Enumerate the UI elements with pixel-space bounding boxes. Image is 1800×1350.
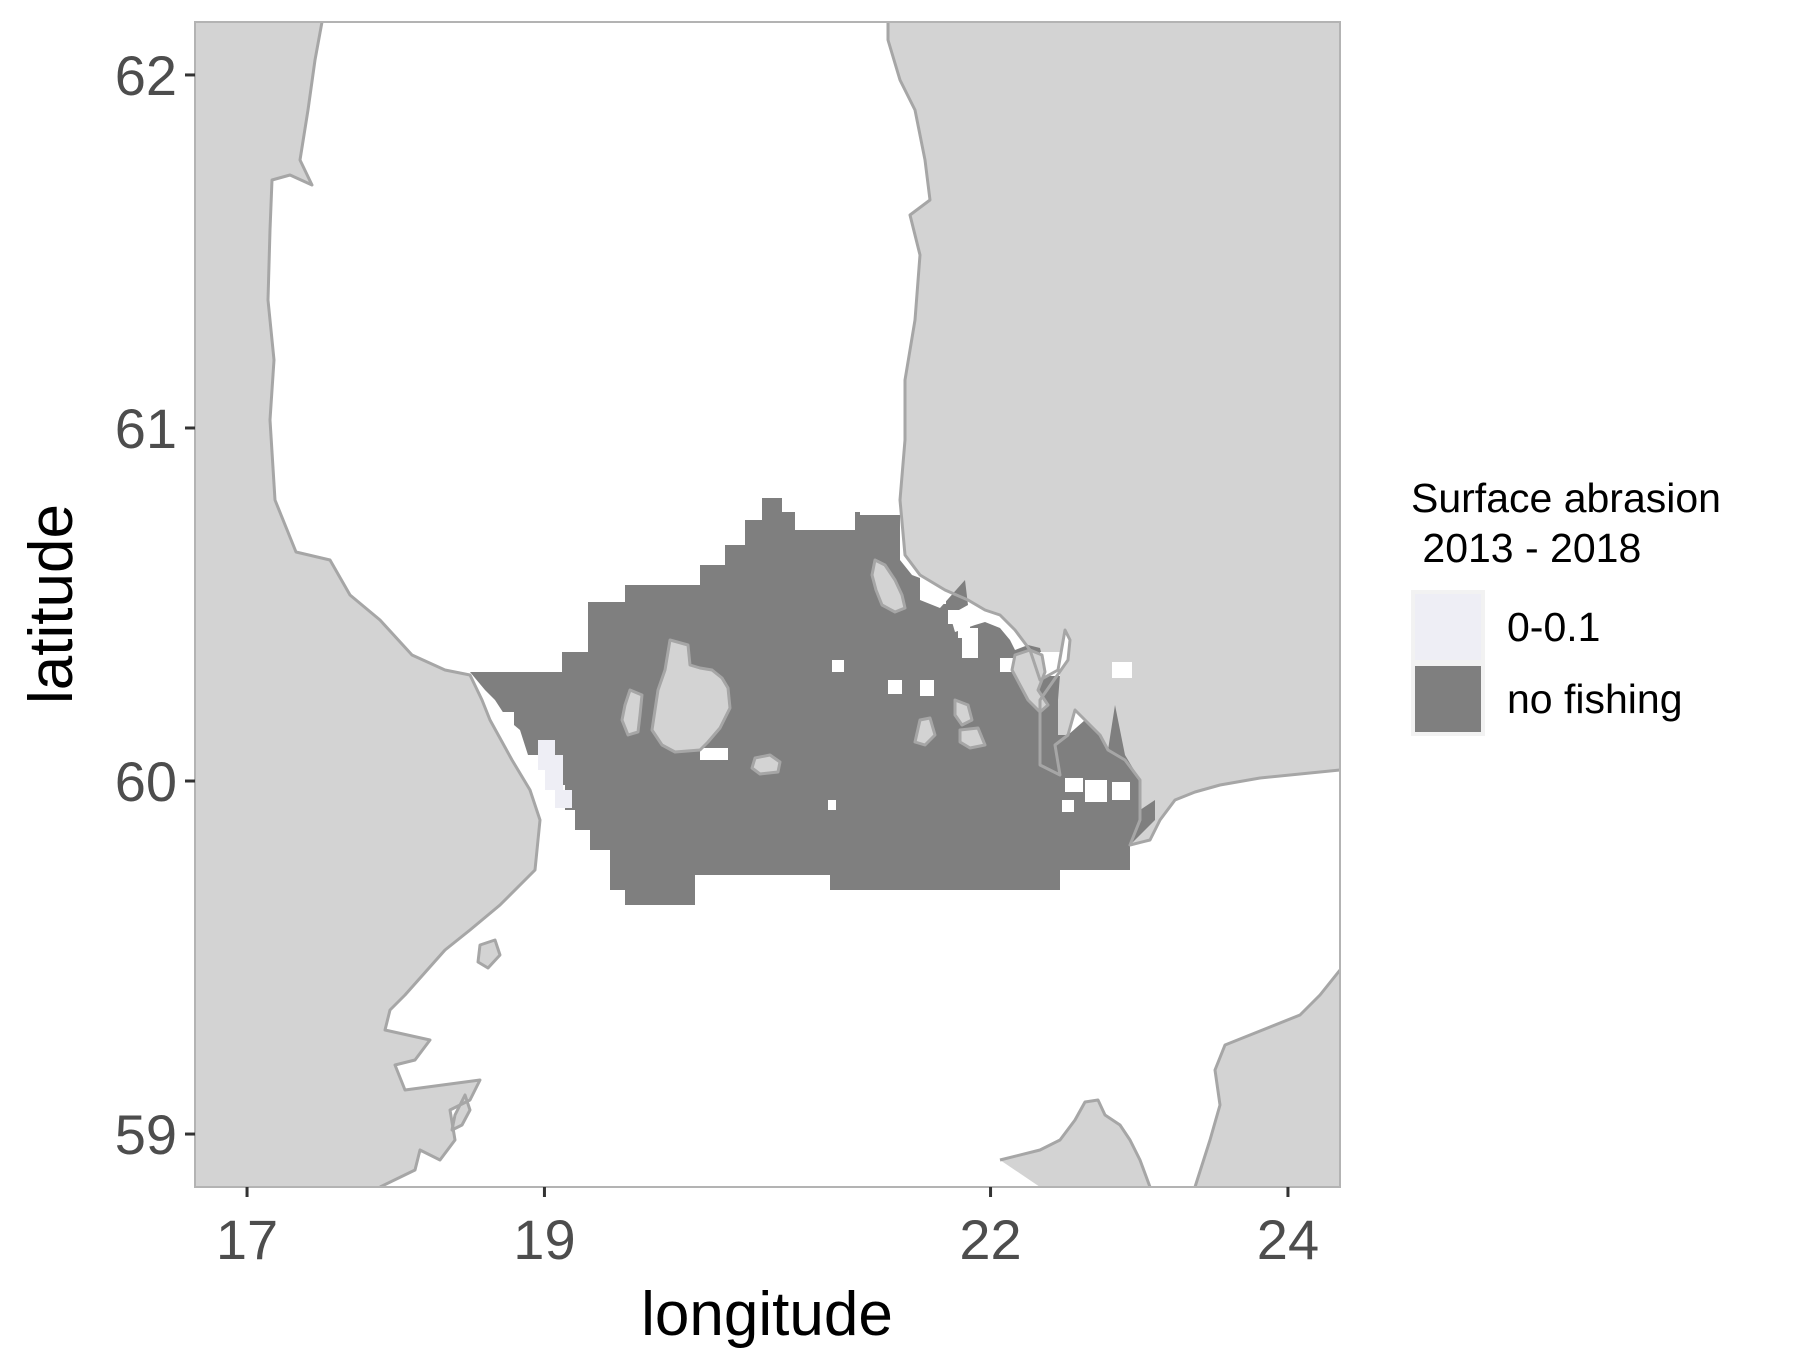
legend-label-0-0.1: 0-0.1 (1507, 604, 1600, 650)
land-finland (888, 22, 1340, 845)
x-axis: 17 19 22 24 (216, 1187, 1319, 1271)
coastlines (266, 22, 1340, 1187)
no-fishing-area (470, 498, 1155, 905)
land-southeast (1195, 970, 1340, 1187)
y-tick-label-60: 60 (115, 750, 177, 813)
island-aland-main (652, 640, 730, 752)
y-tick-label-59: 59 (115, 1103, 177, 1166)
x-tick-label-22: 22 (959, 1208, 1021, 1271)
x-tick-label-19: 19 (513, 1208, 575, 1271)
legend-label-no-fishing: no fishing (1507, 676, 1683, 722)
x-tick-label-17: 17 (216, 1208, 278, 1271)
legend-swatch-no-fishing (1415, 666, 1481, 732)
sea-gaps (492, 592, 1132, 812)
island-east-1 (1012, 650, 1048, 712)
y-tick-label-62: 62 (115, 44, 177, 107)
island-south-sweden (478, 940, 500, 968)
y-axis-title: latitude (17, 504, 86, 704)
map-panel (195, 22, 1340, 1187)
island-small-center (752, 755, 780, 774)
land-sweden (195, 22, 540, 1187)
legend: Surface abrasion 2013 - 2018 0-0.1 no fi… (1411, 475, 1721, 736)
y-tick-label-61: 61 (115, 397, 177, 460)
abrasion-0-0.1-cells (538, 740, 572, 808)
panel-border (194, 21, 1341, 1188)
x-axis-title: longitude (641, 1280, 893, 1349)
y-axis: 59 60 61 62 (115, 44, 195, 1166)
x-tick-label-24: 24 (1257, 1208, 1319, 1271)
legend-title-line2: 2013 - 2018 (1411, 525, 1641, 571)
legend-swatch-0-0.1 (1415, 594, 1481, 660)
legend-title-line1: Surface abrasion (1411, 475, 1721, 521)
